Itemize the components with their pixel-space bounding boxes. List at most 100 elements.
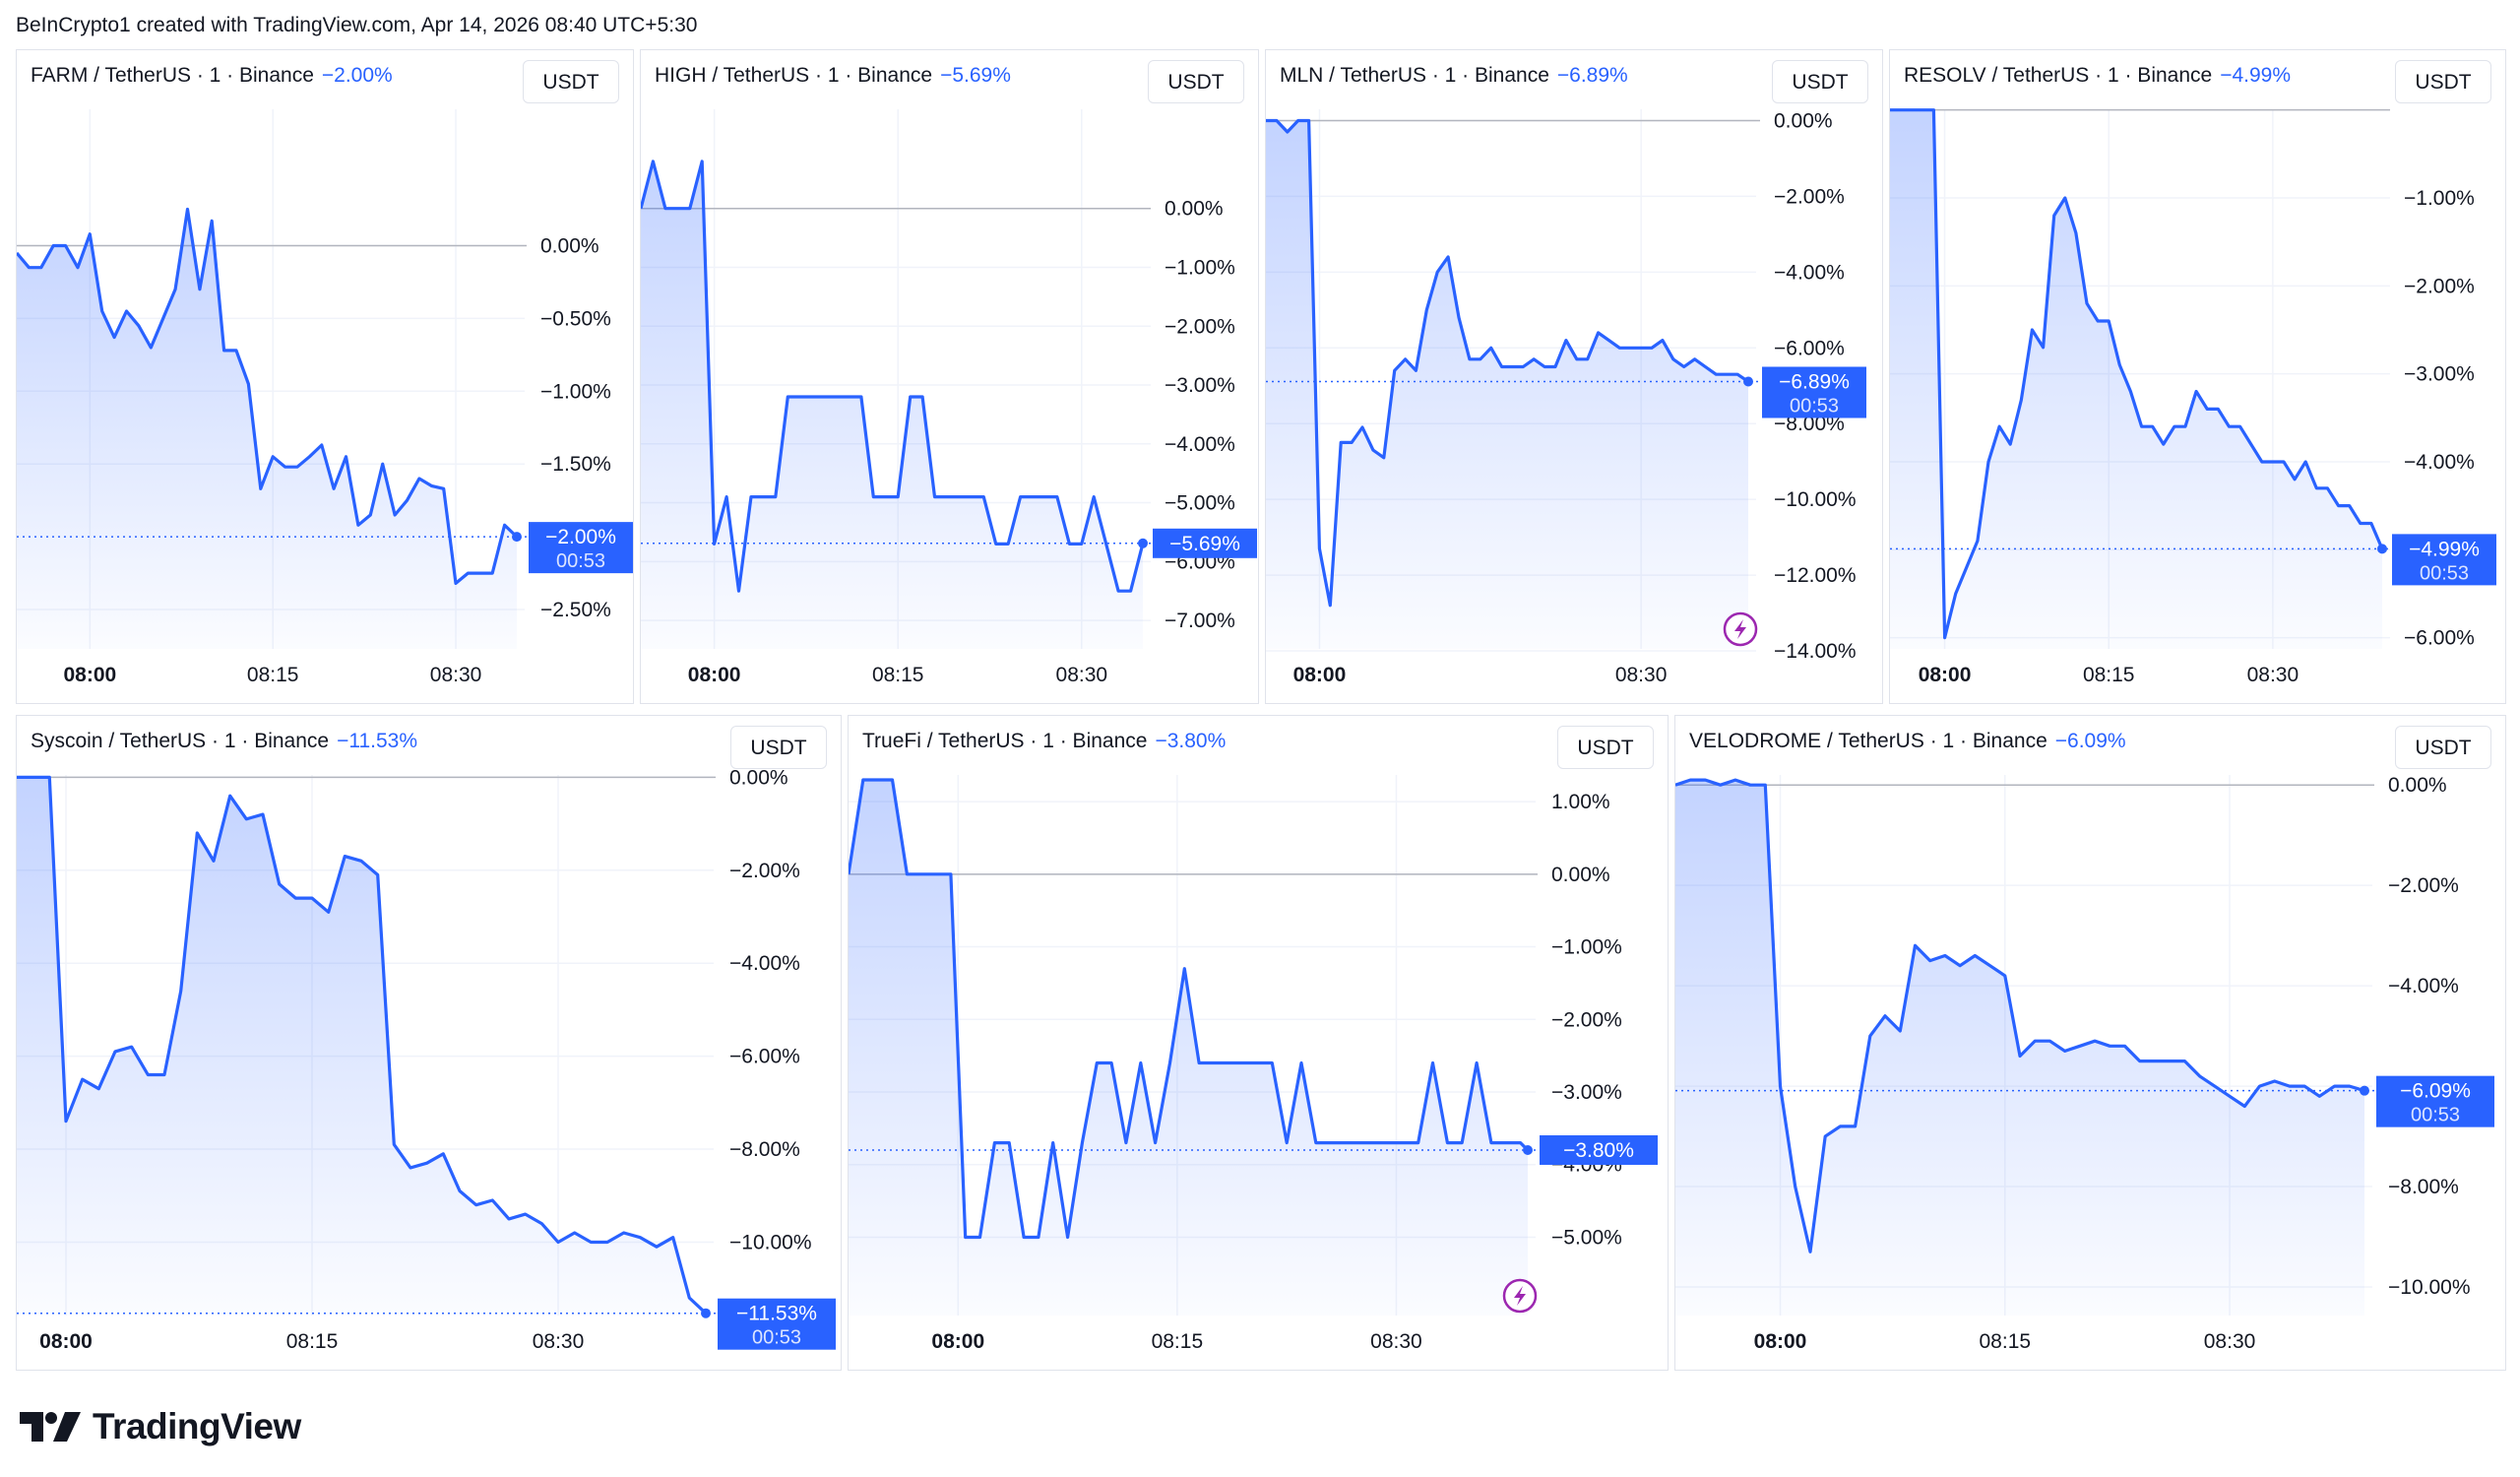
x-tick-label: 08:30 [2204, 1330, 2256, 1353]
currency-button[interactable]: USDT [1557, 726, 1654, 769]
countdown-label: 00:53 [752, 1327, 801, 1349]
x-tick-label: 08:15 [247, 664, 299, 686]
y-tick-label: −8.00% [729, 1138, 800, 1161]
countdown-label: 00:53 [2420, 562, 2469, 584]
y-tick-label: 0.00% [2388, 774, 2447, 797]
last-value-label: −3.80% [1563, 1139, 1634, 1162]
last-value-label: −2.00% [545, 526, 616, 548]
y-tick-label: −6.00% [2404, 627, 2475, 650]
y-tick-label: −1.00% [540, 380, 611, 403]
last-value-label: −6.89% [1779, 371, 1850, 394]
series-area-fill [1675, 780, 2364, 1316]
x-tick-label: 08:00 [1293, 664, 1347, 686]
x-tick-label: 08:00 [931, 1330, 984, 1353]
chart-title[interactable]: HIGH / TetherUS · 1 · Binance −5.69% [655, 64, 1011, 88]
last-point-dot [2377, 544, 2387, 554]
x-tick-label: 08:15 [286, 1330, 339, 1353]
chart-panel-mln: 0.00% −2.00% −4.00% −6.00% −8.00% −10.00% −12.… [1265, 49, 1883, 704]
tradingview-footer[interactable]: TradingView [20, 1406, 301, 1447]
series-area-fill [17, 777, 706, 1316]
series-line [1890, 108, 2384, 640]
currency-button[interactable]: USDT [1148, 60, 1244, 103]
y-tick-label: −5.00% [1165, 492, 1235, 515]
y-tick-label: −8.00% [1774, 413, 1845, 435]
last-value-label-bg [1540, 1134, 1658, 1165]
y-tick-label: −2.50% [540, 599, 611, 621]
chart-title[interactable]: TrueFi / TetherUS · 1 · Binance −3.80% [862, 730, 1226, 753]
chart-svg-farm: 0.00% −0.50% −1.00% −1.50% −2.50% −2.00%00:53… [17, 109, 633, 686]
last-point-dot [512, 532, 522, 543]
change-percent: −4.99% [2220, 64, 2292, 87]
y-tick-label: −4.00% [1774, 261, 1845, 284]
chart-title[interactable]: FARM / TetherUS · 1 · Binance −2.00% [31, 64, 393, 88]
tradingview-logo-icon [20, 1412, 81, 1442]
y-tick-label: −2.00% [2388, 874, 2459, 897]
chart-panel-resolv: −1.00%−2.00%−3.00%−4.00%−5.00%−6.00%−4.9… [1889, 49, 2506, 704]
x-tick-label: 08:00 [1919, 664, 1972, 686]
y-tick-label: −4.00% [2404, 451, 2475, 474]
y-tick-label: −2.00% [1551, 1008, 1622, 1031]
symbol-label: TrueFi / TetherUS · 1 · Binance [862, 730, 1148, 752]
series-area-fill [1890, 109, 2382, 649]
chart-svg-resolv: −1.00%−2.00%−3.00%−4.00%−5.00%−6.00%−4.9… [1890, 108, 2496, 686]
last-value-label-bg [529, 522, 633, 574]
y-tick-label: −8.00% [2388, 1176, 2459, 1198]
x-tick-label: 08:15 [2083, 664, 2135, 686]
lightning-icon [1502, 1278, 1538, 1314]
chart-panel-high: 0.00% −1.00% −2.00% −3.00% −4.00% −5.00% −6.00… [640, 49, 1259, 704]
y-tick-label: −1.00% [1551, 936, 1622, 959]
currency-button[interactable]: USDT [730, 726, 827, 769]
chart-title[interactable]: VELODROME / TetherUS · 1 · Binance −6.09% [1689, 730, 2126, 753]
symbol-label: MLN / TetherUS · 1 · Binance [1280, 64, 1549, 87]
y-tick-label: −10.00% [1774, 488, 1857, 511]
y-tick-label: −1.00% [2404, 187, 2475, 210]
countdown-label: 00:53 [556, 550, 605, 572]
y-tick-label: −14.00% [1774, 640, 1857, 663]
series-area-fill [641, 161, 1143, 649]
last-value-label: −5.69% [1169, 533, 1240, 555]
change-percent: −6.89% [1556, 64, 1628, 87]
chart-title[interactable]: RESOLV / TetherUS · 1 · Binance −4.99% [1904, 64, 2291, 88]
last-point-dot [1743, 376, 1753, 387]
symbol-label: HIGH / TetherUS · 1 · Binance [655, 64, 933, 87]
attribution-header: BeInCrypto1 created with TradingView.com… [16, 14, 698, 36]
x-tick-label: 08:15 [1152, 1330, 1204, 1353]
y-tick-label: −1.50% [540, 453, 611, 476]
series-line [1266, 118, 1749, 608]
y-tick-label: 0.00% [729, 766, 788, 789]
x-tick-label: 08:00 [688, 664, 741, 686]
chart-panel-syscoin: 0.00% −2.00% −4.00% −6.00% −8.00% −10.00% −11.… [16, 715, 842, 1371]
last-value-label-bg [718, 1298, 836, 1350]
y-tick-label: −6.00% [1774, 337, 1845, 359]
last-point-dot [2360, 1085, 2369, 1096]
x-tick-label: 08:15 [1980, 1330, 2032, 1353]
series-area-fill [1266, 120, 1748, 649]
y-tick-label: 1.00% [1551, 791, 1610, 813]
currency-button[interactable]: USDT [2395, 60, 2491, 103]
change-percent: −3.80% [1155, 730, 1227, 752]
countdown-label: 00:53 [2411, 1105, 2460, 1126]
currency-button[interactable]: USDT [523, 60, 619, 103]
x-tick-label: 08:15 [872, 664, 924, 686]
y-tick-label: −4.00% [1165, 433, 1235, 456]
last-value-label-bg [1153, 528, 1257, 558]
y-tick-label: −5.00% [1551, 1226, 1622, 1249]
series-area-fill [17, 209, 517, 649]
countdown-label: 00:53 [1790, 396, 1839, 417]
lightning-icon [1723, 611, 1758, 647]
last-point-dot [701, 1308, 711, 1318]
currency-button[interactable]: USDT [1772, 60, 1868, 103]
chart-title[interactable]: MLN / TetherUS · 1 · Binance −6.89% [1280, 64, 1628, 88]
chart-title[interactable]: Syscoin / TetherUS · 1 · Binance −11.53% [31, 730, 417, 753]
last-point-dot [1138, 538, 1148, 548]
currency-button[interactable]: USDT [2395, 726, 2491, 769]
series-line [17, 775, 708, 1315]
y-tick-label: 0.00% [1774, 109, 1833, 132]
y-tick-label: −12.00% [1774, 564, 1857, 587]
y-tick-label: −2.00% [2404, 275, 2475, 297]
y-tick-label: −1.00% [1165, 257, 1235, 280]
chart-panel-truefi: 1.00% 0.00% −1.00% −2.00% −3.00% −4.00% −5.00%… [848, 715, 1669, 1371]
last-value-label: −4.99% [2409, 538, 2480, 560]
y-tick-label: −2.00% [1165, 315, 1235, 338]
chart-svg-truefi: 1.00%0.00%−1.00%−2.00%−3.00%−4.00%−5.00%… [849, 775, 1658, 1353]
